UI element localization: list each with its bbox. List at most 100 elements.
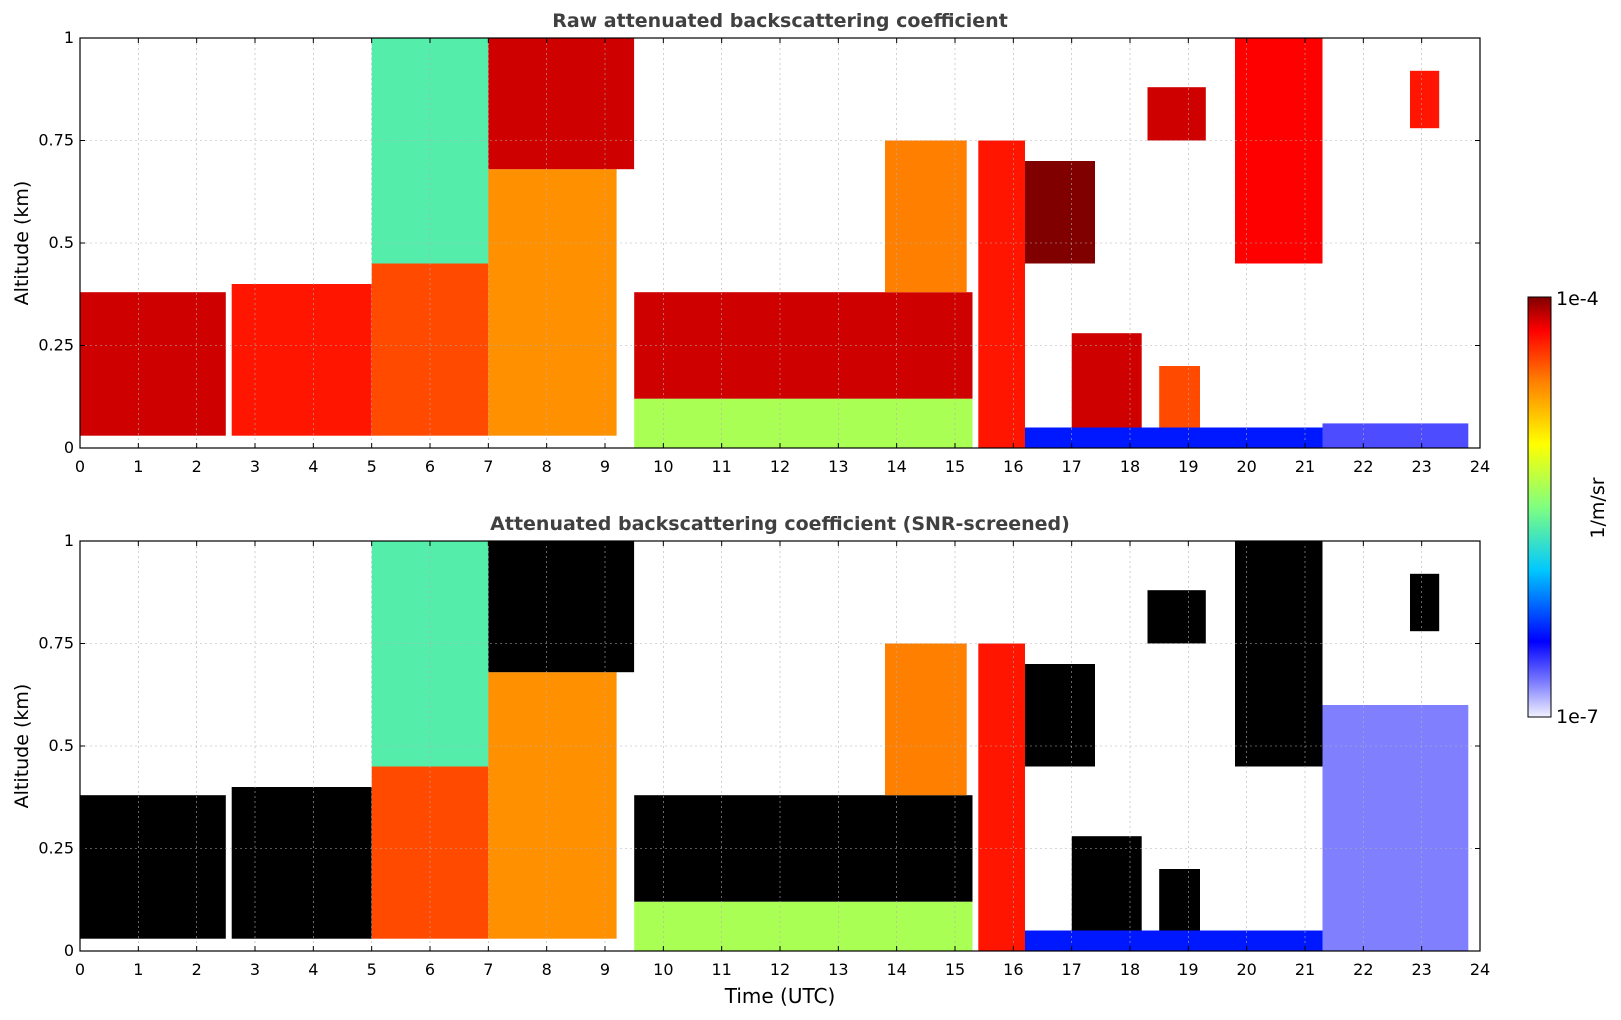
x-tick-label: 14 [886, 960, 906, 979]
y-tick-label: 1 [64, 28, 74, 47]
x-tick-label: 3 [250, 960, 260, 979]
x-tick-label: 11 [711, 960, 731, 979]
x-tick-label: 0 [75, 457, 85, 476]
x-tick-label: 16 [1003, 457, 1023, 476]
y-axis-screened: 0 0.25 0.5 0.75 1 [38, 531, 1480, 960]
heatmap-cell [1159, 869, 1200, 931]
heatmap-cell [1025, 664, 1095, 767]
x-tick-label: 9 [600, 960, 610, 979]
x-tick-label: 15 [945, 960, 965, 979]
y-tick-label: 0 [64, 438, 74, 457]
heatmap-cell [371, 38, 489, 264]
x-tick-label: 21 [1295, 960, 1315, 979]
heatmap-cell [978, 643, 1025, 951]
heatmap-cells-raw [80, 38, 1469, 448]
x-axis-screened: 0 1 2 3 4 5 6 7 8 9 10 11 12 13 14 15 16 17 18 19 20 21 22 23 24 [75, 541, 1490, 979]
heatmap-cell [885, 643, 967, 796]
x-tick-label: 23 [1411, 457, 1431, 476]
heatmap-cell [1322, 705, 1469, 951]
heatmap-cell [634, 398, 973, 448]
x-tick-label: 20 [1236, 960, 1256, 979]
heatmap-cell [1159, 366, 1200, 428]
heatmap-cell [1025, 427, 1323, 448]
x-tick-label: 10 [653, 960, 673, 979]
heatmap-cell [1235, 38, 1323, 264]
x-tick-label: 21 [1295, 457, 1315, 476]
heatmap-cell [1025, 161, 1095, 264]
x-axis-label: Time (UTC) [724, 984, 836, 1008]
colorbar-gradient [1527, 296, 1552, 718]
y-tick-label: 0.25 [38, 336, 74, 355]
x-tick-label: 5 [367, 457, 377, 476]
heatmap-cell [371, 541, 489, 767]
x-tick-label: 11 [711, 457, 731, 476]
panel-title-raw: Raw attenuated backscattering coefficien… [552, 10, 1008, 32]
x-tick-label: 8 [542, 960, 552, 979]
panel-screened: Attenuated backscattering coefficient (S… [11, 513, 1490, 1008]
x-axis-raw: 0 1 2 3 4 5 6 7 8 9 10 11 12 13 14 15 16 17 18 19 20 21 22 23 24 [75, 38, 1490, 476]
x-tick-label: 4 [308, 960, 318, 979]
x-tick-label: 19 [1178, 960, 1198, 979]
x-tick-label: 17 [1061, 960, 1081, 979]
heatmap-cell [488, 169, 617, 436]
heatmap-cell [634, 901, 973, 951]
x-tick-label: 17 [1061, 457, 1081, 476]
colorbar-unit-label: 1/m/sr [1587, 477, 1609, 538]
x-tick-label: 18 [1120, 960, 1140, 979]
x-tick-label: 23 [1411, 960, 1431, 979]
x-tick-label: 24 [1470, 960, 1490, 979]
heatmap-cell [978, 140, 1025, 448]
heatmap-cell [488, 541, 635, 673]
x-tick-label: 19 [1178, 457, 1198, 476]
x-tick-label: 16 [1003, 960, 1023, 979]
x-tick-label: 7 [483, 960, 493, 979]
heatmap-cell [1410, 573, 1440, 632]
y-tick-label: 0.75 [38, 634, 74, 653]
heatmap-cell [80, 292, 226, 436]
x-tick-label: 22 [1353, 960, 1373, 979]
colorbar-min-label: 1e-7 [1556, 706, 1599, 728]
y-tick-label: 0.5 [49, 233, 74, 252]
x-tick-label: 12 [770, 457, 790, 476]
heatmap-cell [1025, 930, 1323, 951]
y-axis-label-screened: Altitude (km) [11, 684, 33, 809]
heatmap-cell [231, 284, 372, 436]
grid-raw [80, 38, 1480, 448]
x-tick-label: 8 [542, 457, 552, 476]
heatmap-cell [1147, 87, 1206, 141]
x-tick-label: 9 [600, 457, 610, 476]
heatmap-cell [1071, 333, 1142, 428]
panel-title-screened: Attenuated backscattering coefficient (S… [490, 513, 1070, 535]
heatmap-cell [885, 140, 967, 293]
x-tick-label: 6 [425, 960, 435, 979]
y-axis-raw: 0 0.25 0.5 0.75 1 [38, 28, 1480, 457]
x-tick-label: 22 [1353, 457, 1373, 476]
x-tick-label: 3 [250, 457, 260, 476]
x-tick-label: 10 [653, 457, 673, 476]
x-tick-label: 2 [192, 457, 202, 476]
x-tick-label: 6 [425, 457, 435, 476]
y-tick-label: 0.75 [38, 131, 74, 150]
panel-raw: Raw attenuated backscattering coefficien… [11, 10, 1490, 476]
heatmap-cell [1071, 836, 1142, 931]
x-tick-label: 2 [192, 960, 202, 979]
x-tick-label: 7 [483, 457, 493, 476]
y-axis-label-raw: Altitude (km) [11, 181, 33, 306]
heatmap-cell [1147, 590, 1206, 644]
x-tick-label: 13 [828, 960, 848, 979]
x-tick-label: 20 [1236, 457, 1256, 476]
x-tick-label: 15 [945, 457, 965, 476]
heatmap-cell [1235, 541, 1323, 767]
x-tick-label: 12 [770, 960, 790, 979]
heatmap-cell [488, 672, 617, 939]
grid-screened [80, 541, 1480, 951]
x-tick-label: 4 [308, 457, 318, 476]
x-tick-label: 0 [75, 960, 85, 979]
colorbar-max-label: 1e-4 [1556, 288, 1599, 310]
y-tick-label: 0 [64, 941, 74, 960]
x-tick-label: 14 [886, 457, 906, 476]
colorbar: 1e-4 1e-7 1/m/sr [1527, 288, 1609, 728]
x-tick-label: 1 [133, 960, 143, 979]
x-tick-label: 18 [1120, 457, 1140, 476]
